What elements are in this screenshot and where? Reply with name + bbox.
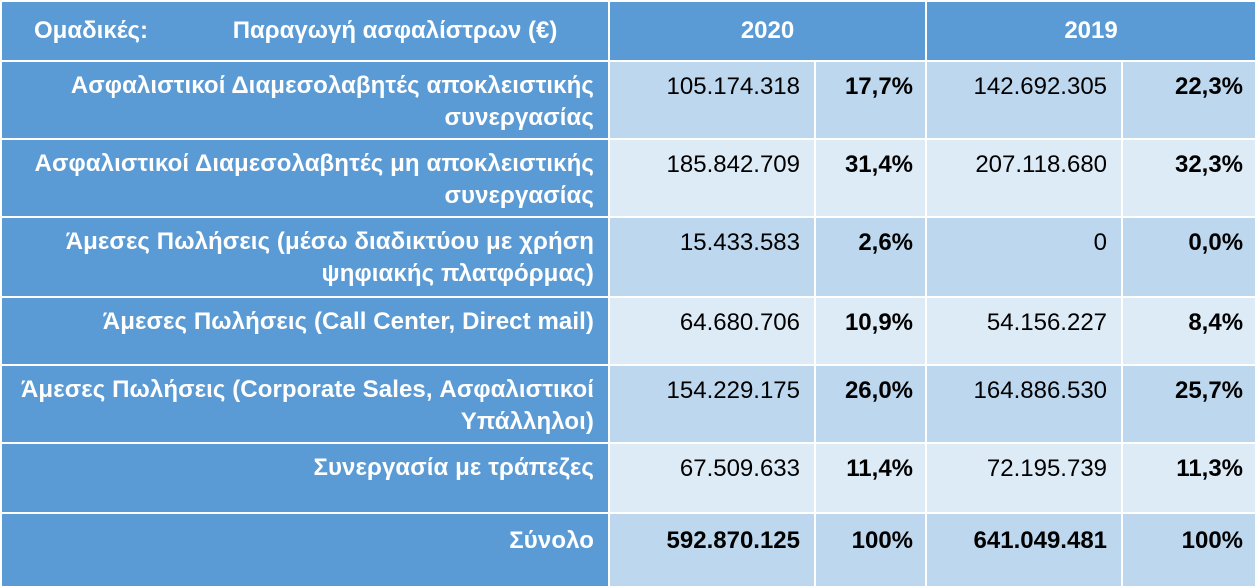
percent-2020: 2,6% xyxy=(813,216,928,298)
value-2020: 154.229.175 xyxy=(608,364,816,444)
total-value-2019: 641.049.481 xyxy=(925,512,1124,588)
value-2019: 0 xyxy=(925,216,1124,298)
value-2019: 142.692.305 xyxy=(925,60,1124,140)
header-group-label: Ομαδικές: xyxy=(34,17,149,44)
value-2020: 67.509.633 xyxy=(608,442,816,514)
table-row: Άμεσες Πωλήσεις (Call Center, Direct mai… xyxy=(0,296,1255,366)
percent-2019: 22,3% xyxy=(1121,60,1255,140)
percent-2020: 31,4% xyxy=(813,138,928,218)
table-row: Συνεργασία με τράπεζες 67.509.633 11,4% … xyxy=(0,442,1255,514)
total-row: Σύνολο 592.870.125 100% 641.049.481 100% xyxy=(0,512,1255,588)
value-2020: 15.433.583 xyxy=(608,216,816,298)
percent-2020: 17,7% xyxy=(813,60,928,140)
percent-2019: 0,0% xyxy=(1121,216,1255,298)
total-percent-2019: 100% xyxy=(1121,512,1255,588)
total-value-2020: 592.870.125 xyxy=(608,512,816,588)
header-category-cell: Ομαδικές: Παραγωγή ασφαλίστρων (€) xyxy=(0,0,610,62)
percent-2019: 32,3% xyxy=(1121,138,1255,218)
table-row: Ασφαλιστικοί Διαμεσολαβητές μη αποκλειστ… xyxy=(0,138,1255,218)
row-label: Ασφαλιστικοί Διαμεσολαβητές αποκλειστική… xyxy=(0,60,610,140)
row-label: Άμεσες Πωλήσεις (μέσω διαδικτύου με χρήσ… xyxy=(0,216,610,298)
value-2020: 105.174.318 xyxy=(608,60,816,140)
table-row: Ασφαλιστικοί Διαμεσολαβητές αποκλειστική… xyxy=(0,60,1255,140)
percent-2019: 8,4% xyxy=(1121,296,1255,366)
table-header-row: Ομαδικές: Παραγωγή ασφαλίστρων (€) 2020 … xyxy=(0,0,1255,62)
value-2019: 207.118.680 xyxy=(925,138,1124,218)
header-year-2019: 2019 xyxy=(925,0,1255,62)
value-2019: 72.195.739 xyxy=(925,442,1124,514)
header-measure-label: Παραγωγή ασφαλίστρων (€) xyxy=(232,17,558,44)
row-label: Ασφαλιστικοί Διαμεσολαβητές μη αποκλειστ… xyxy=(0,138,610,218)
total-percent-2020: 100% xyxy=(813,512,928,588)
row-label: Άμεσες Πωλήσεις (Call Center, Direct mai… xyxy=(0,296,610,366)
percent-2020: 26,0% xyxy=(813,364,928,444)
percent-2020: 11,4% xyxy=(813,442,928,514)
total-label: Σύνολο xyxy=(0,512,610,588)
percent-2020: 10,9% xyxy=(813,296,928,366)
table-row: Άμεσες Πωλήσεις (Corporate Sales, Ασφαλι… xyxy=(0,364,1255,444)
percent-2019: 11,3% xyxy=(1121,442,1255,514)
value-2019: 164.886.530 xyxy=(925,364,1124,444)
value-2020: 185.842.709 xyxy=(608,138,816,218)
percent-2019: 25,7% xyxy=(1121,364,1255,444)
row-label: Συνεργασία με τράπεζες xyxy=(0,442,610,514)
table-row: Άμεσες Πωλήσεις (μέσω διαδικτύου με χρήσ… xyxy=(0,216,1255,298)
value-2019: 54.156.227 xyxy=(925,296,1124,366)
header-year-2020: 2020 xyxy=(607,0,928,62)
value-2020: 64.680.706 xyxy=(608,296,816,366)
row-label: Άμεσες Πωλήσεις (Corporate Sales, Ασφαλι… xyxy=(0,364,610,444)
